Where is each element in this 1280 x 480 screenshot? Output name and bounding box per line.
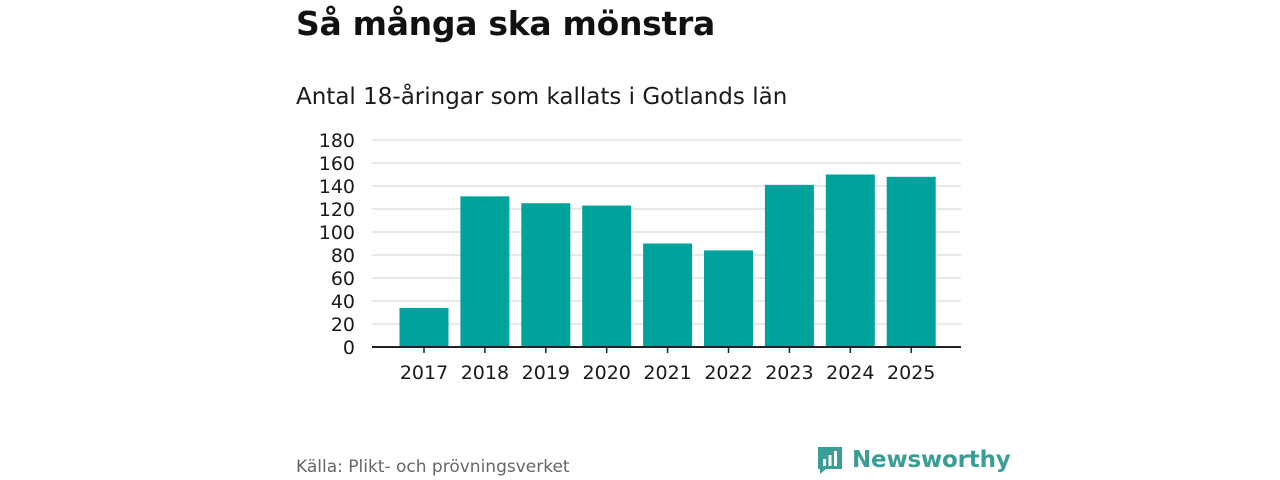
bar-2017 [399,307,449,347]
y-tick-label: 40 [331,291,355,313]
x-tick-label: 2024 [826,362,874,384]
x-tick-label: 2017 [400,362,448,384]
axes [372,346,961,353]
x-tick-label: 2019 [522,362,570,384]
y-tick-label: 160 [319,153,355,175]
bar-2020 [582,205,632,347]
x-tick-label: 2025 [887,362,935,384]
y-tick-label: 0 [343,337,355,359]
bar-2024 [825,174,875,347]
x-tick-label: 2021 [643,362,691,384]
brand-name: Newsworthy [852,447,1011,473]
y-tick-label: 60 [331,268,355,290]
newsworthy-logo-icon [818,447,842,474]
bar-2023 [764,184,814,347]
bars [399,174,936,347]
chart-title: Så många ska mönstra [296,4,715,43]
x-tick-label: 2022 [704,362,752,384]
y-tick-label: 80 [331,245,355,267]
x-tick-label: 2020 [583,362,631,384]
bar-2018 [460,196,510,347]
y-tick-label: 20 [331,314,355,336]
brand-logo: Newsworthy [816,445,1011,475]
x-tick-labels: 2017 2018 2019 2020 2021 2022 2023 2024 2025 [400,362,936,384]
chart-subtitle: Antal 18-åringar som kallats i Gotlands … [296,84,788,110]
y-tick-label: 180 [319,130,355,152]
source-note: Källa: Plikt- och prövningsverket [296,457,570,477]
x-tick-label: 2018 [461,362,509,384]
bar-2019 [521,203,571,347]
x-tick-label: 2023 [765,362,813,384]
bar-2025 [886,176,936,347]
bar-2021 [643,243,693,347]
y-tick-label: 140 [319,176,355,198]
y-tick-label: 100 [319,222,355,244]
y-tick-label: 120 [319,199,355,221]
bar-2022 [704,250,753,347]
